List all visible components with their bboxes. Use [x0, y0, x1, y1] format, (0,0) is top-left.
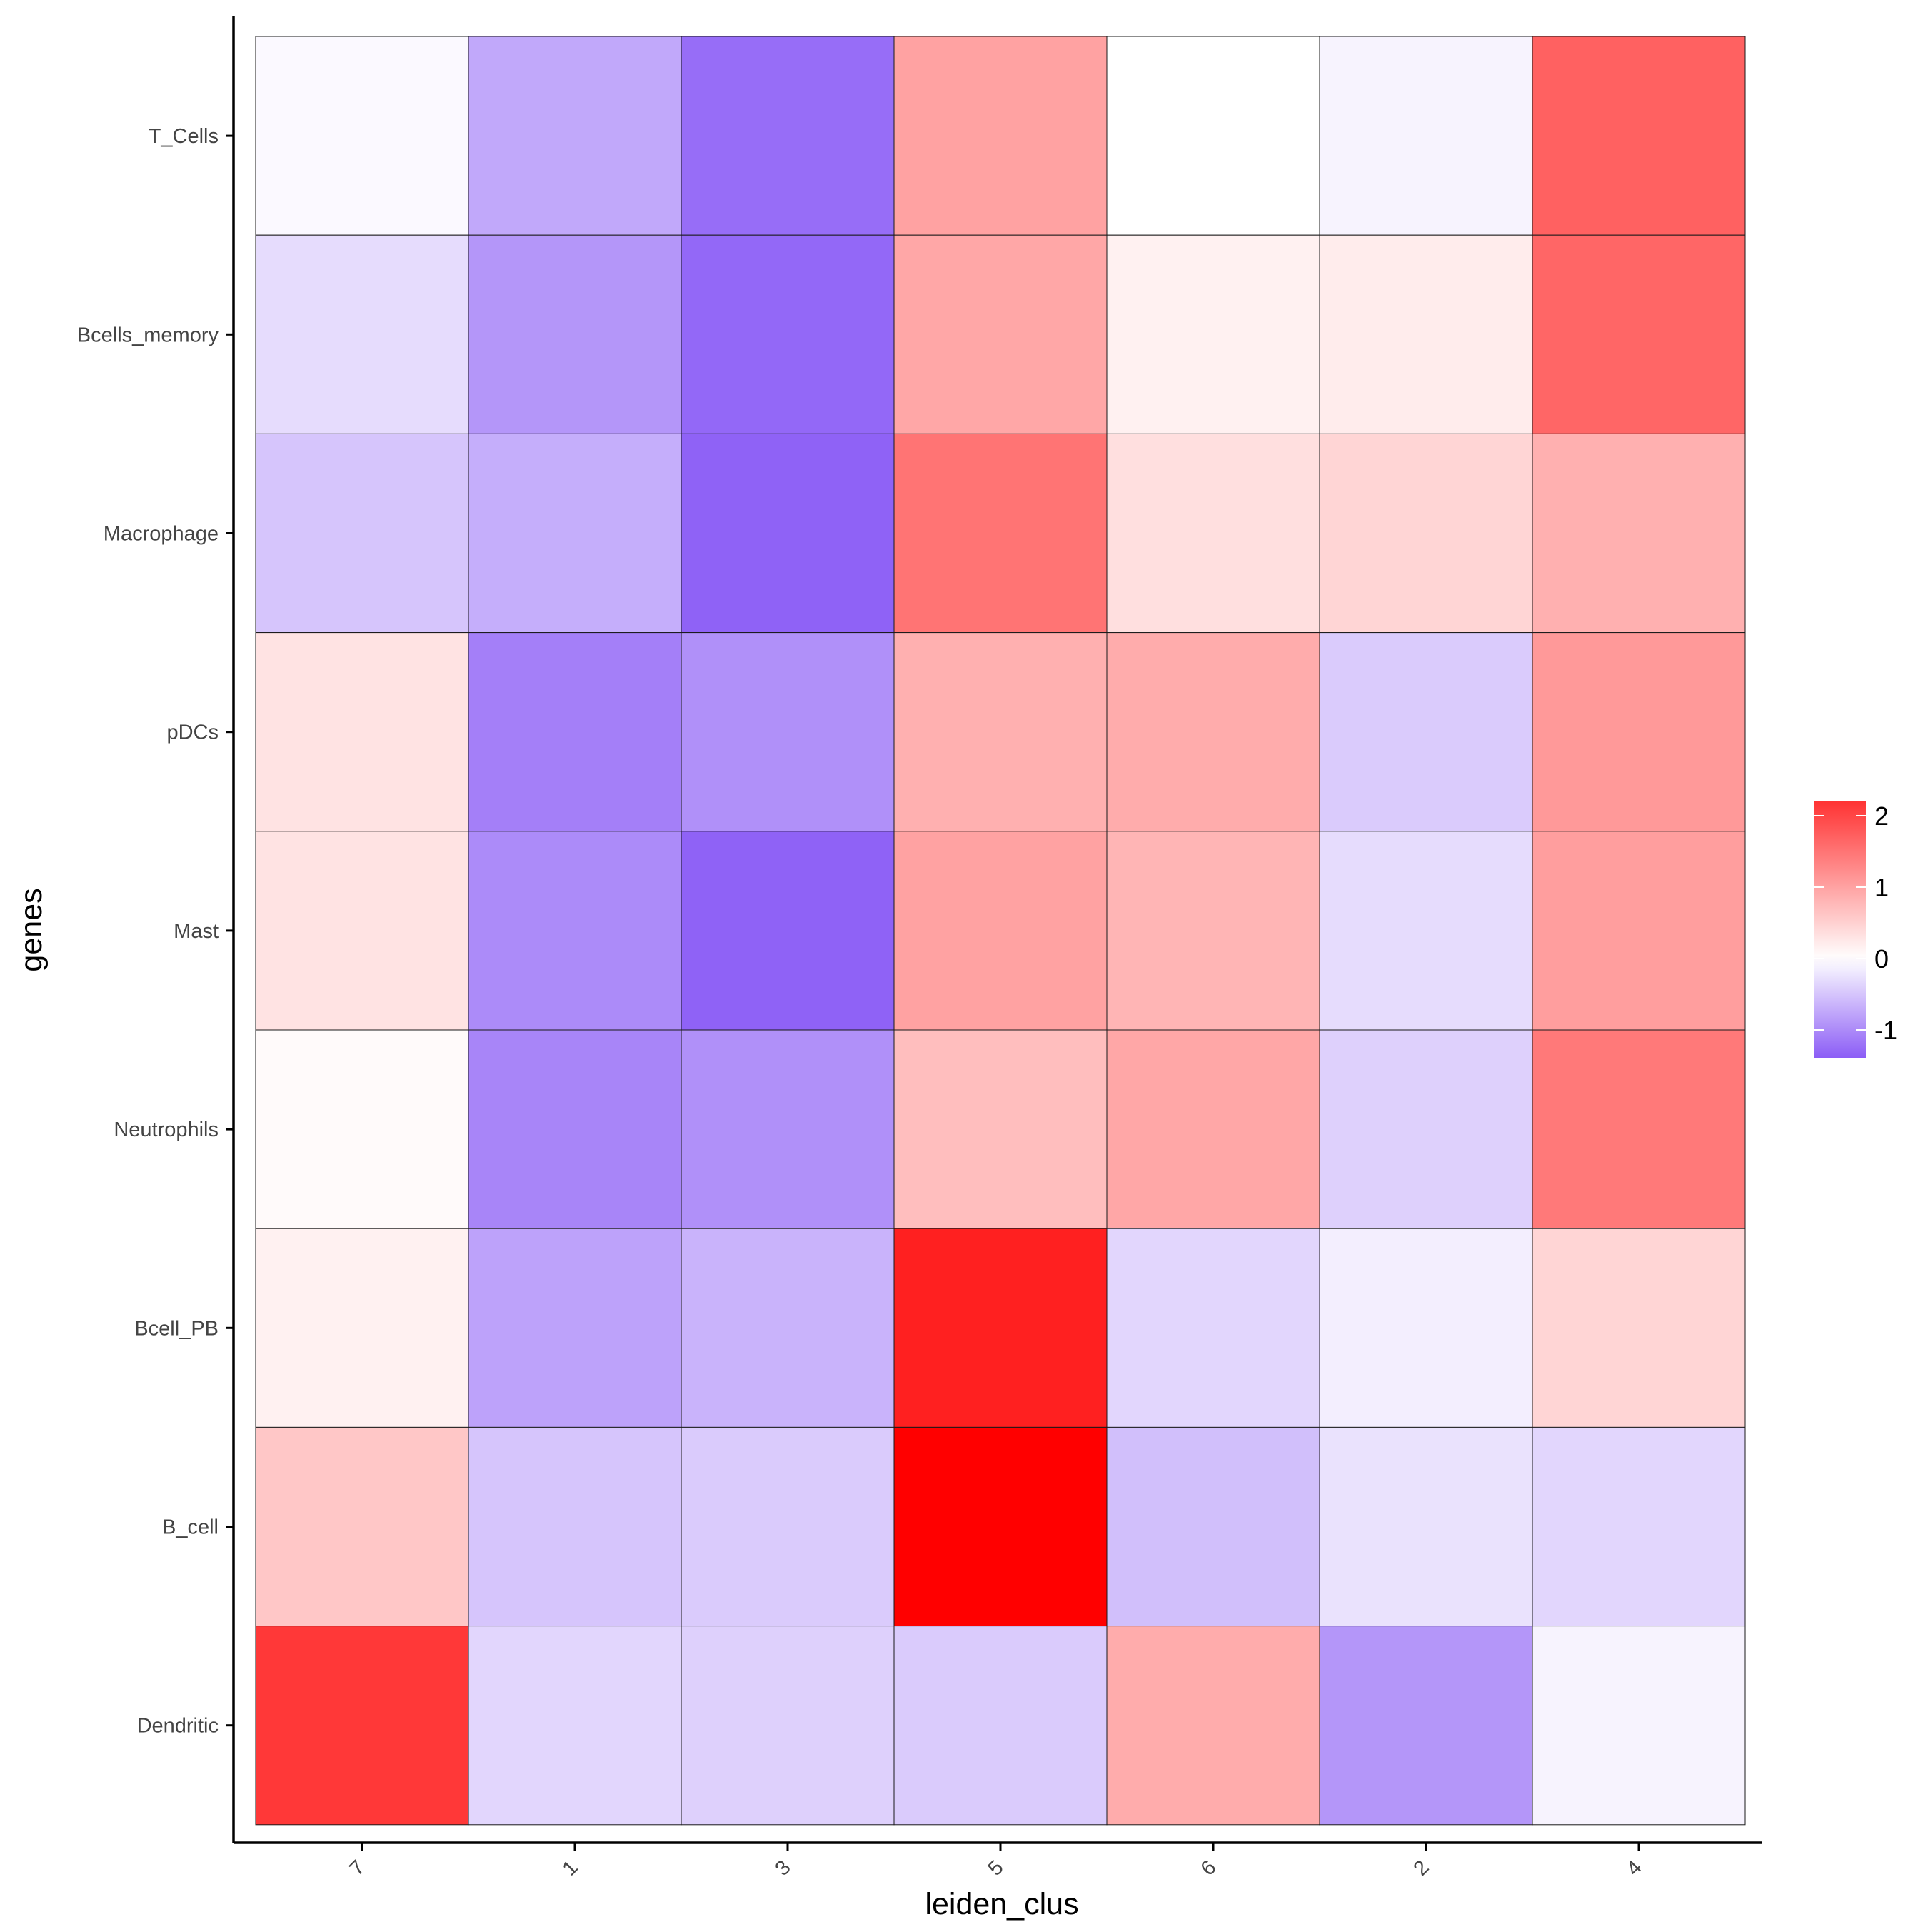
- heatmap-cell: [1319, 234, 1533, 434]
- heatmap-cell: [1532, 632, 1746, 832]
- x-tick-label: 6: [1197, 1856, 1221, 1881]
- heatmap-cell: [893, 831, 1108, 1031]
- heatmap-cell: [255, 1228, 469, 1428]
- heatmap-cell: [893, 1626, 1108, 1826]
- heatmap-cell: [1106, 1626, 1320, 1826]
- legend-tick-label: 0: [1874, 944, 1889, 973]
- y-tick-label: Dendritic: [137, 1715, 219, 1738]
- legend-tick-label: -1: [1874, 1016, 1897, 1045]
- heatmap-cell: [681, 234, 895, 434]
- heatmap-cell: [468, 433, 682, 634]
- x-axis-ticks: 7 1 3 5 6 2 4: [346, 1843, 1647, 1881]
- heatmap-cell: [1106, 433, 1320, 634]
- heatmap-cell: [1319, 632, 1533, 832]
- x-tick-label: 5: [984, 1856, 1008, 1881]
- legend-color-bar: [1814, 801, 1866, 1058]
- heatmap-cell: [1106, 1228, 1320, 1428]
- y-tick-label: T_Cells: [149, 125, 219, 148]
- color-legend: 2 1 0 -1: [1814, 801, 1897, 1058]
- heatmap-cell: [893, 632, 1108, 832]
- heatmap-cell: [1532, 1626, 1746, 1826]
- heatmap-cell: [1532, 831, 1746, 1031]
- heatmap-cell: [893, 1029, 1108, 1229]
- heatmap-cell: [1319, 1426, 1533, 1627]
- y-axis-title: genes: [14, 888, 49, 971]
- heatmap-cell: [468, 831, 682, 1031]
- heatmap-cell: [1319, 831, 1533, 1031]
- y-tick-label: pDCs: [166, 721, 219, 744]
- heatmap-cell: [468, 1029, 682, 1229]
- heatmap-cell: [468, 1426, 682, 1627]
- x-tick-label: 7: [346, 1856, 370, 1881]
- axes: [232, 16, 1762, 1844]
- heatmap-cell: [681, 1228, 895, 1428]
- heatmap-cell: [681, 831, 895, 1031]
- heatmap-cell: [255, 1029, 469, 1229]
- heatmap-cell: [255, 632, 469, 832]
- heatmap-cell: [681, 1426, 895, 1627]
- heatmap-cell: [1319, 1228, 1533, 1428]
- heatmap-cell: [255, 1626, 469, 1826]
- heatmap-cell: [255, 831, 469, 1031]
- x-tick-label: 1: [558, 1856, 583, 1881]
- heatmap-cell: [1106, 632, 1320, 832]
- heatmap-cell: [681, 1029, 895, 1229]
- heatmap-cell: [1532, 1426, 1746, 1627]
- heatmap-cell: [893, 433, 1108, 634]
- y-tick-label: Neutrophils: [114, 1118, 219, 1141]
- heatmap-cell: [1106, 1029, 1320, 1229]
- x-tick-label: 3: [771, 1856, 795, 1881]
- heatmap-cell: [468, 36, 682, 236]
- y-tick-label: Bcells_memory: [77, 324, 219, 346]
- heatmap-cells: [255, 36, 1746, 1826]
- heatmap-cell: [1319, 433, 1533, 634]
- heatmap-cell: [1532, 36, 1746, 236]
- heatmap-cell: [893, 234, 1108, 434]
- heatmap-cell: [1532, 234, 1746, 434]
- heatmap-cell: [1532, 1029, 1746, 1229]
- heatmap-cell: [468, 632, 682, 832]
- heatmap-cell: [893, 36, 1108, 236]
- x-tick-label: 2: [1410, 1856, 1434, 1881]
- heatmap-cell: [255, 36, 469, 236]
- y-tick-label: Macrophage: [104, 523, 219, 546]
- heatmap-cell: [1106, 831, 1320, 1031]
- heatmap-cell: [255, 234, 469, 434]
- heatmap-cell: [468, 1626, 682, 1826]
- heatmap-cell: [1106, 234, 1320, 434]
- heatmap-cell: [681, 632, 895, 832]
- heatmap-cell: [1106, 1426, 1320, 1627]
- heatmap-cell: [255, 1426, 469, 1627]
- heatmap-cell: [1532, 1228, 1746, 1428]
- heatmap-cell: [893, 1426, 1108, 1627]
- x-axis-title: leiden_clus: [925, 1887, 1078, 1921]
- y-tick-label: B_cell: [162, 1516, 219, 1539]
- heatmap-cell: [1319, 36, 1533, 236]
- x-tick-label: 4: [1622, 1856, 1647, 1881]
- heatmap-cell: [468, 1228, 682, 1428]
- heatmap-cell: [1106, 36, 1320, 236]
- heatmap-cell: [1319, 1029, 1533, 1229]
- heatmap-cell: [681, 433, 895, 634]
- heatmap-cell: [681, 1626, 895, 1826]
- heatmap-cell: [893, 1228, 1108, 1428]
- heatmap-cell: [468, 234, 682, 434]
- heatmap-cell: [255, 433, 469, 634]
- legend-tick-label: 1: [1874, 873, 1889, 902]
- y-tick-label: Mast: [174, 920, 219, 943]
- heatmap-cell: [681, 36, 895, 236]
- heatmap-cell: [1532, 433, 1746, 634]
- y-axis-ticks: T_Cells Bcells_memory Macrophage pDCs Mast Ne…: [77, 125, 234, 1738]
- legend-tick-label: 2: [1874, 801, 1889, 831]
- heatmap-cell: [1319, 1626, 1533, 1826]
- y-tick-label: Bcell_PB: [134, 1317, 219, 1340]
